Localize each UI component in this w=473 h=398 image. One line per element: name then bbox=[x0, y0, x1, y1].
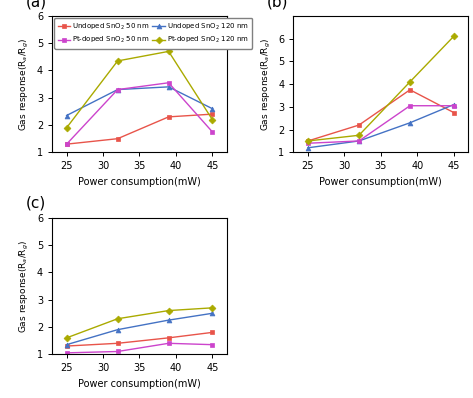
Y-axis label: Gas response(R$_a$/R$_g$): Gas response(R$_a$/R$_g$) bbox=[18, 239, 31, 333]
Y-axis label: Gas response(R$_a$/R$_g$): Gas response(R$_a$/R$_g$) bbox=[260, 37, 272, 131]
X-axis label: Power consumption(mW): Power consumption(mW) bbox=[319, 177, 442, 187]
Y-axis label: Gas response(R$_a$/R$_g$): Gas response(R$_a$/R$_g$) bbox=[18, 37, 31, 131]
Text: (a): (a) bbox=[26, 0, 47, 9]
X-axis label: Power consumption(mW): Power consumption(mW) bbox=[78, 177, 201, 187]
Text: (b): (b) bbox=[267, 0, 289, 9]
Legend: Undoped SnO$_2$ 50 nm, Pt-doped SnO$_2$ 50 nm, Undoped SnO$_2$ 120 nm, Pt-doped : Undoped SnO$_2$ 50 nm, Pt-doped SnO$_2$ … bbox=[54, 18, 253, 49]
Text: (c): (c) bbox=[26, 196, 46, 211]
X-axis label: Power consumption(mW): Power consumption(mW) bbox=[78, 379, 201, 389]
